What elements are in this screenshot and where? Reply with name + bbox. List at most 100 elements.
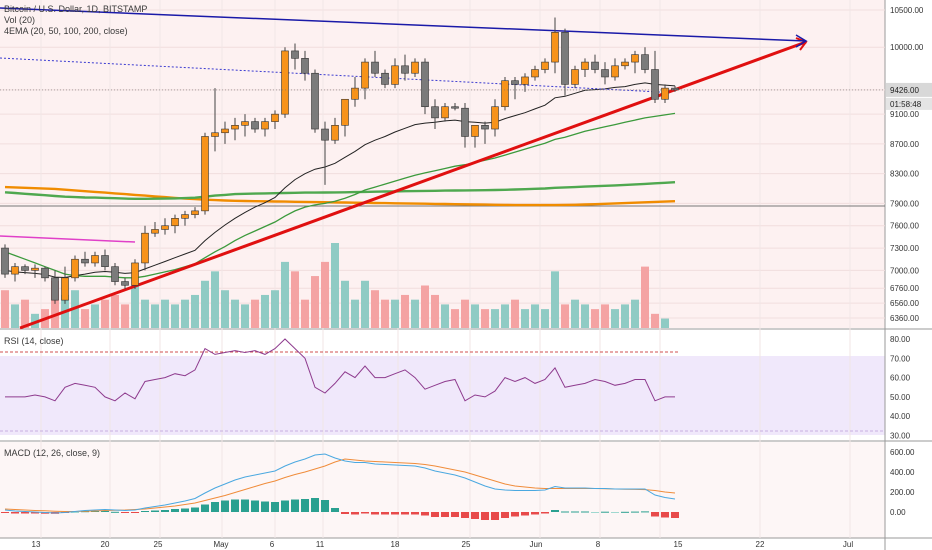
candle-body [141, 232, 149, 264]
macd-histogram-bar [331, 508, 339, 512]
macd-histogram-bar [281, 500, 289, 512]
candlesticks [1, 17, 679, 304]
macd-histogram-bar [11, 512, 19, 514]
candle-body [531, 69, 539, 78]
candle-body [261, 121, 269, 130]
macd-histogram-bar [381, 512, 389, 515]
macd-histogram-bar [571, 511, 579, 513]
macd-histogram-bar [581, 511, 589, 513]
volume-bar [1, 290, 9, 328]
macd-histogram-bar [661, 512, 669, 518]
macd-histogram-bar [271, 502, 279, 512]
ema-100-line [4, 181, 676, 201]
macd-histogram-bar [401, 512, 409, 515]
volume-bar [181, 299, 189, 328]
macd-line [4, 453, 676, 514]
macd-histogram-bar [211, 502, 219, 512]
volume-bar [101, 299, 109, 328]
volume-bar [631, 299, 639, 328]
candle-body [461, 107, 469, 137]
volume-bar [281, 261, 289, 328]
candle-body [421, 61, 429, 108]
rsi-tick-label: 30.00 [890, 432, 911, 441]
price-badge: 9426.00 01:58:48 [0, 82, 932, 110]
macd-histogram-bar [611, 512, 619, 513]
candle-body [651, 69, 659, 100]
candle-body [251, 121, 259, 130]
candle-body [411, 61, 419, 74]
macd-histogram-bar [541, 512, 549, 514]
symbol-legend: Bitcoin / U.S. Dollar, 1D, BITSTAMP Vol … [4, 4, 147, 37]
macd-histogram-bar [261, 501, 269, 512]
volume-bar [311, 276, 319, 328]
macd-histogram-bar [321, 500, 329, 512]
candle-body [311, 72, 319, 130]
volume-bar [251, 299, 259, 328]
candle-body [91, 255, 99, 264]
macd-histogram-bar [451, 512, 459, 517]
time-tick-label: May [213, 540, 228, 549]
volume-bar [541, 309, 549, 328]
macd-histogram-bar [151, 510, 159, 512]
volume-bar [321, 261, 329, 328]
volume-bar [331, 243, 339, 328]
candle-body [161, 225, 169, 230]
macd-histogram-bar [651, 512, 659, 517]
macd-tick-label: 200.00 [890, 488, 915, 497]
volume-bar [621, 304, 629, 328]
candle-body [21, 266, 29, 271]
rsi-legend: RSI (14, close) [4, 336, 64, 346]
price-badge-box [886, 82, 932, 97]
volume-bar [451, 309, 459, 328]
macd-histogram-bar [31, 512, 39, 514]
time-tick-label: 13 [32, 540, 41, 549]
volume-bar [501, 304, 509, 328]
grid-lines [0, 0, 885, 538]
candle-body [521, 76, 529, 85]
candle-body [341, 98, 349, 126]
candle-body [581, 61, 589, 70]
volume-bar [401, 294, 409, 328]
volume-bar [301, 299, 309, 328]
macd-histogram-bar [421, 512, 429, 516]
time-tick-label: 8 [596, 540, 601, 549]
macd-histogram-bar [171, 509, 179, 512]
macd-histogram-bar [551, 510, 559, 512]
candle-body [351, 87, 359, 100]
rsi-tick-label: 50.00 [890, 393, 911, 402]
candle-body [191, 210, 199, 215]
candle-body [211, 132, 219, 137]
volume-bars [1, 243, 669, 328]
macd-histogram-bar [181, 508, 189, 512]
price-tick-label: 10000.00 [890, 43, 924, 52]
macd-histogram-bar [641, 511, 649, 513]
time-tick-label: 18 [391, 540, 400, 549]
candle-body [331, 125, 339, 141]
candle-body [491, 106, 499, 130]
volume-bar [641, 266, 649, 328]
volume-bar [601, 304, 609, 328]
candle-body [51, 277, 59, 301]
candle-body [371, 61, 379, 74]
macd-histogram-bar [161, 510, 169, 512]
candle-body [591, 61, 599, 70]
candle-body [631, 54, 639, 63]
candle-body [241, 121, 249, 126]
volume-bar [471, 304, 479, 328]
macd-histogram-bar [231, 499, 239, 512]
candle-body [201, 136, 209, 212]
macd-histogram-bar [491, 512, 499, 520]
macd-histogram-bar [391, 512, 399, 515]
volume-bar [221, 290, 229, 328]
volume-bar [231, 299, 239, 328]
candle-body [111, 266, 119, 282]
candle-body [301, 58, 309, 74]
volume-bar [441, 304, 449, 328]
volume-bar [531, 304, 539, 328]
candle-body [281, 50, 289, 115]
time-tick-label: 25 [154, 540, 163, 549]
volume-bar [241, 304, 249, 328]
time-tick-label: Jul [843, 540, 853, 549]
red-trendline-arrowhead [795, 37, 808, 51]
